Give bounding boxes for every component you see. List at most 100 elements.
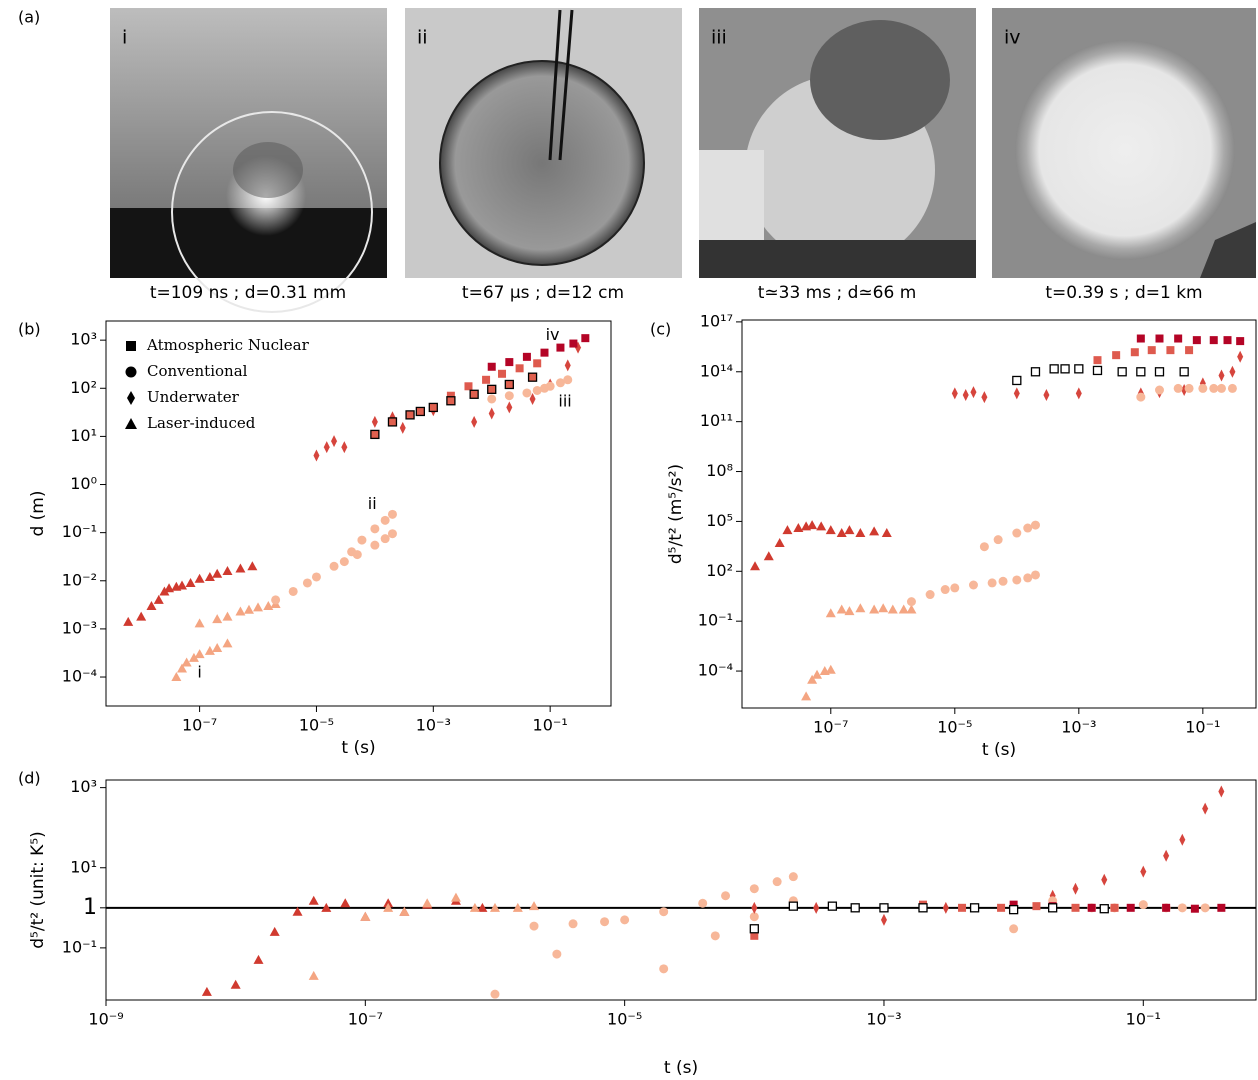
marker [826, 525, 836, 534]
marker [1118, 368, 1126, 376]
marker [773, 877, 782, 886]
marker [498, 370, 506, 378]
y-tick-label: 10¹ [70, 857, 97, 876]
marker [381, 516, 390, 525]
marker [1198, 384, 1207, 393]
marker [1137, 368, 1145, 376]
marker [659, 907, 668, 916]
series [202, 896, 488, 996]
marker [195, 574, 205, 583]
y-tick-label: 10⁻¹ [62, 937, 97, 956]
marker [212, 643, 222, 652]
series [1013, 365, 1188, 385]
marker [1023, 573, 1032, 582]
marker [1155, 335, 1163, 343]
marker [1139, 900, 1148, 909]
marker [1201, 903, 1210, 912]
marker [869, 605, 879, 614]
marker [981, 391, 987, 403]
marker [309, 971, 319, 980]
marker [370, 524, 379, 533]
legend-marker [126, 367, 137, 378]
marker [988, 578, 997, 587]
series [801, 603, 916, 700]
legend-marker [127, 391, 135, 405]
marker [330, 562, 339, 571]
marker [186, 578, 196, 587]
figure-canvas: (a) i ii iii iv t=109 ns ; d=0.31 mm t=6… [0, 0, 1258, 1080]
bubble [440, 61, 644, 265]
legend-label: Conventional [147, 362, 248, 380]
marker [1050, 365, 1058, 373]
marker [828, 902, 836, 910]
marker [552, 950, 561, 959]
photo-caption: t≃33 ms ; d≃66 m [758, 283, 917, 303]
marker [222, 566, 232, 575]
marker [751, 902, 757, 914]
marker [1023, 524, 1032, 533]
marker [1101, 874, 1107, 886]
marker [659, 964, 668, 973]
series [750, 901, 1118, 940]
marker [556, 344, 564, 352]
marker [247, 561, 257, 570]
marker [353, 550, 362, 559]
plume [233, 142, 303, 198]
marker [1185, 384, 1194, 393]
annotation: iv [546, 325, 560, 344]
marker [994, 535, 1003, 544]
marker [340, 898, 350, 907]
x-tick-label: 10⁻³ [1061, 718, 1096, 737]
marker [388, 529, 397, 538]
photo-caption: t=67 μs ; d=12 cm [462, 283, 624, 303]
marker [1127, 904, 1135, 912]
marker [711, 931, 720, 940]
marker [488, 363, 496, 371]
marker [869, 526, 879, 535]
marker [750, 925, 758, 933]
marker [1136, 393, 1145, 402]
marker [888, 605, 898, 614]
marker [271, 595, 280, 604]
marker [1217, 384, 1226, 393]
legend-marker [125, 418, 137, 429]
marker [750, 884, 759, 893]
marker [565, 359, 571, 371]
marker [1088, 904, 1096, 912]
marker [563, 375, 572, 384]
marker [400, 422, 406, 434]
marker [422, 898, 432, 907]
y-tick-label: 10⁻¹ [62, 522, 97, 541]
marker [406, 411, 414, 419]
marker [943, 902, 949, 914]
photo-caption: t=109 ns ; d=0.31 mm [150, 283, 346, 303]
marker [1178, 903, 1187, 912]
marker [837, 528, 847, 537]
marker [782, 525, 792, 534]
marker [980, 542, 989, 551]
marker [451, 893, 461, 902]
panel-label: (a) [18, 8, 40, 27]
y-tick-label: 1 [83, 895, 97, 920]
y-tick-label: 10² [706, 561, 733, 580]
series [171, 599, 280, 681]
marker [1100, 905, 1108, 913]
marker [313, 450, 319, 462]
photo-i [110, 8, 387, 312]
series [907, 521, 1040, 607]
y-tick-label: 10⁰ [70, 474, 97, 493]
marker [505, 391, 514, 400]
series [1009, 896, 1210, 933]
marker [969, 580, 978, 589]
series [751, 786, 1224, 926]
x-tick-label: 10⁻⁷ [813, 718, 848, 737]
marker [1014, 387, 1020, 399]
marker [952, 387, 958, 399]
marker [235, 563, 245, 572]
marker [1061, 365, 1069, 373]
x-tick-label: 10⁻⁵ [937, 718, 972, 737]
annotation: iii [558, 391, 571, 410]
x-tick-label: 10⁻⁵ [299, 716, 334, 735]
marker [464, 382, 472, 390]
marker [1210, 336, 1218, 344]
